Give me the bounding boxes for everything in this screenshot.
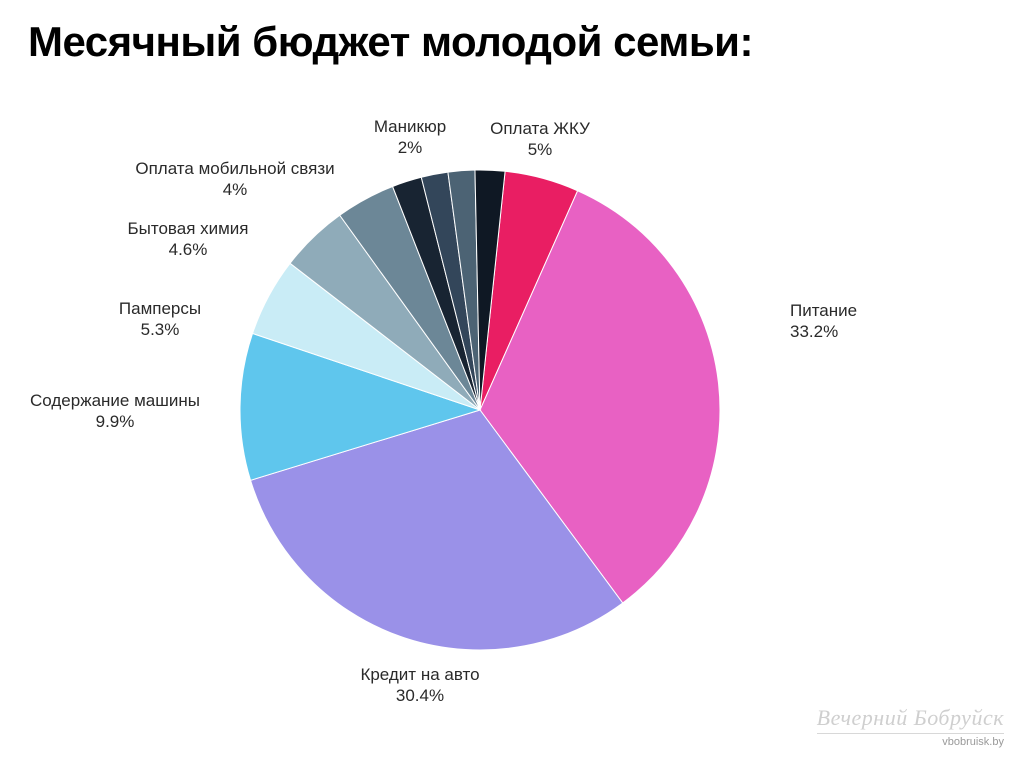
slice-label-percent: 5% <box>490 139 590 160</box>
slice-label-percent: 33.2% <box>790 321 857 342</box>
slice-label: Маникюр2% <box>374 116 446 159</box>
slice-label-name: Оплата ЖКУ <box>490 118 590 139</box>
slice-label: Оплата мобильной связи4% <box>135 158 334 201</box>
slice-label-name: Кредит на авто <box>360 664 479 685</box>
slice-label-name: Содержание машины <box>30 390 200 411</box>
slice-label-name: Оплата мобильной связи <box>135 158 334 179</box>
budget-pie-chart: Оплата ЖКУ5% Питание33.2% Кредит на авто30… <box>0 90 1024 710</box>
page-title: Месячный бюджет молодой семьи: <box>28 18 753 66</box>
slice-label: Оплата ЖКУ5% <box>490 118 590 161</box>
slice-label-name: Питание <box>790 300 857 321</box>
slice-label-percent: 4% <box>135 179 334 200</box>
slice-label: Памперсы5.3% <box>119 298 201 341</box>
slice-label: Содержание машины9.9% <box>30 390 200 433</box>
slice-label: Бытовая химия4.6% <box>127 218 248 261</box>
slice-label-name: Бытовая химия <box>127 218 248 239</box>
slice-label-percent: 30.4% <box>360 685 479 706</box>
slice-label-percent: 9.9% <box>30 411 200 432</box>
slice-label: Питание33.2% <box>790 300 857 343</box>
slice-label: Кредит на авто30.4% <box>360 664 479 707</box>
watermark-brand: Вечерний Бобруйск <box>817 705 1004 731</box>
slice-label-percent: 5.3% <box>119 319 201 340</box>
watermark: Вечерний Бобруйск vbobruisk.by <box>817 705 1004 748</box>
slice-label-name: Маникюр <box>374 116 446 137</box>
slice-label-name: Памперсы <box>119 298 201 319</box>
watermark-url: vbobruisk.by <box>817 733 1004 748</box>
slice-label-percent: 4.6% <box>127 239 248 260</box>
slice-label-percent: 2% <box>374 137 446 158</box>
